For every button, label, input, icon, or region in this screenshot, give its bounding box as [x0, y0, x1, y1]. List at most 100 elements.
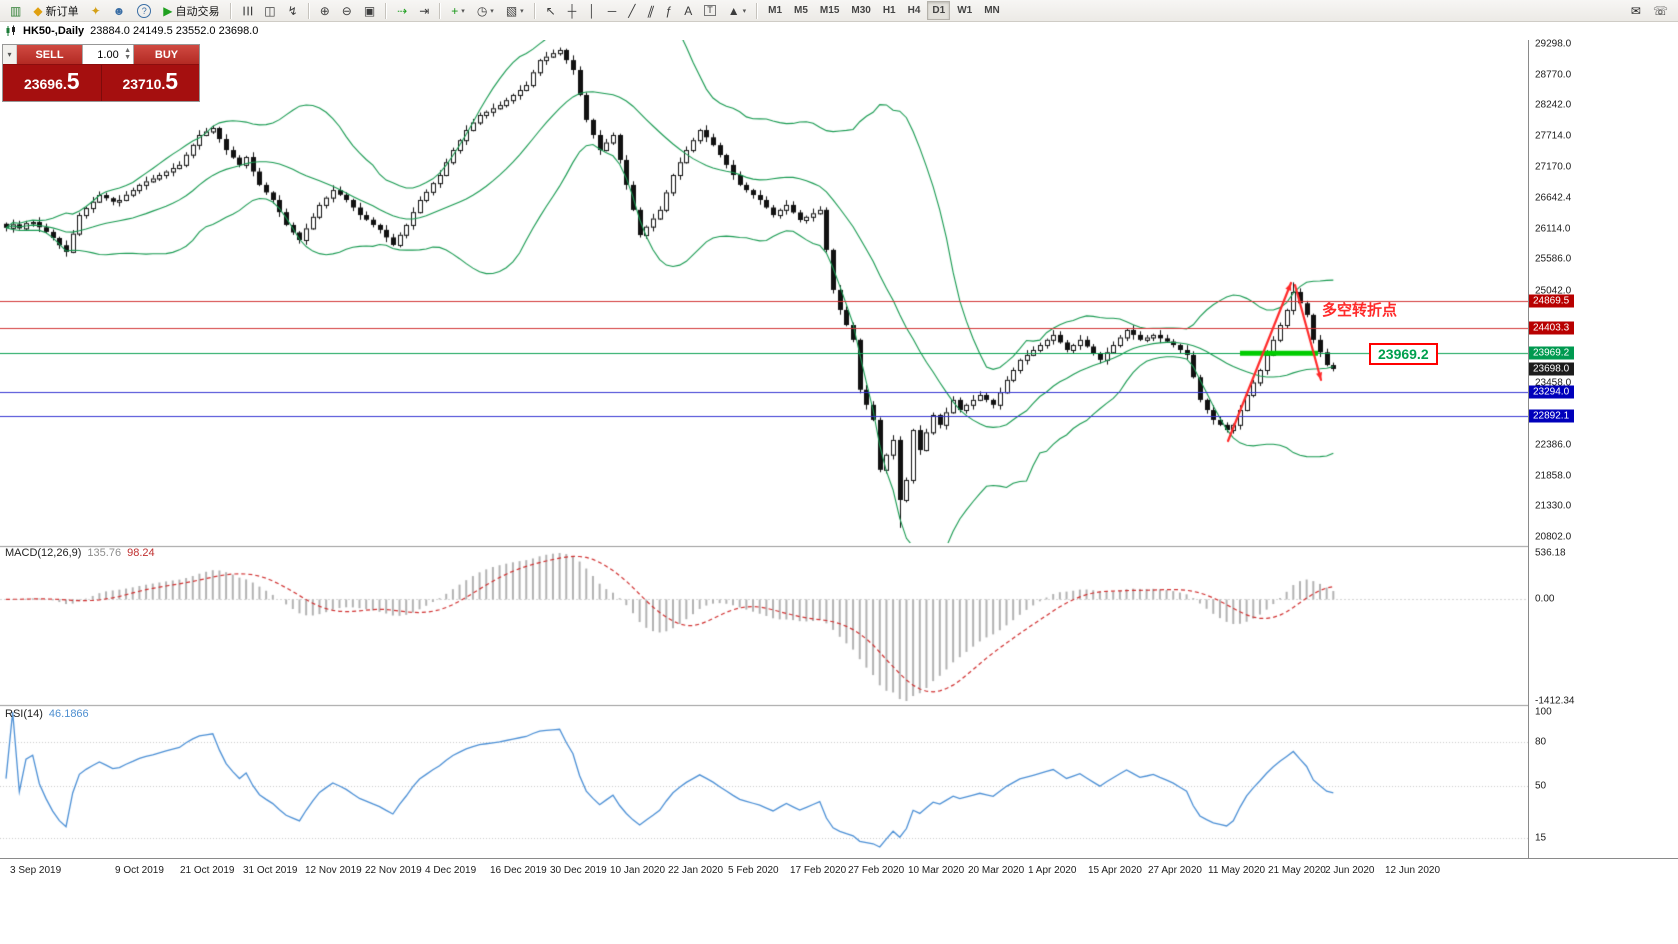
autotrading-icon: ▶	[163, 3, 173, 18]
metaquotes-icon-button[interactable]: ✦	[86, 1, 106, 20]
date-tick-label: 27 Feb 2020	[848, 865, 905, 876]
tf-m30-button[interactable]: M30	[846, 1, 875, 20]
zoom-out-button[interactable]: ⊖	[337, 1, 357, 20]
sell-price[interactable]: 23696. 5	[3, 65, 101, 101]
new-chart-button[interactable]: ▥	[5, 1, 26, 20]
tf-h1-button[interactable]: H1	[878, 1, 901, 20]
date-tick-label: 22 Nov 2019	[365, 865, 422, 876]
sell-button[interactable]: SELL	[17, 45, 82, 64]
date-tick-label: 12 Jun 2020	[1385, 865, 1441, 876]
price-callout-label[interactable]: 23969.2	[1369, 343, 1438, 365]
date-tick-label: 30 Dec 2019	[550, 865, 607, 876]
chevron-down-icon: ▾	[461, 7, 465, 15]
indicators-icon: +	[451, 3, 459, 18]
date-axis[interactable]: 3 Sep 2019 9 Oct 2019 21 Oct 2019 31 Oct 20…	[0, 858, 1678, 885]
line-chart-button[interactable]: ↯	[283, 1, 303, 20]
timeframe-label: H1	[882, 5, 896, 16]
auto-scroll-icon: ⇢	[397, 3, 408, 18]
rsi-title: RSI(14)	[5, 708, 43, 720]
chevron-down-icon: ▾	[490, 7, 494, 15]
timeframe-label: M5	[794, 5, 808, 16]
horizontal-line-button[interactable]: ─	[603, 1, 622, 20]
timeframe-label: W1	[957, 5, 973, 16]
macd-title: MACD(12,26,9)	[5, 547, 82, 559]
toolbar-separator	[756, 2, 759, 19]
price-tick-label: 26114.0	[1535, 223, 1571, 235]
chart-shift-button[interactable]: ⇥	[414, 1, 434, 20]
macd-indicator-label: MACD(12,26,9) 135.76 98.24	[5, 547, 155, 559]
vertical-line-button[interactable]: │	[583, 1, 601, 20]
volume-input[interactable]: 1.00 ▲ ▼	[82, 45, 134, 64]
cursor-icon: ↖	[545, 3, 556, 18]
widget-collapse-caret[interactable]: ▾	[3, 45, 17, 64]
rsi-axis-label: 15	[1535, 832, 1547, 844]
metaquotes-icon-icon: ✦	[90, 3, 101, 18]
mail-icon: ✉	[1630, 3, 1641, 18]
auto-scroll-button[interactable]: ⇢	[392, 1, 412, 20]
indicators-button[interactable]: + ▾	[446, 1, 470, 20]
fibonacci-button[interactable]: ƒ	[661, 1, 678, 20]
trendline-button[interactable]: ╱	[623, 1, 640, 20]
crosshair-button[interactable]: ┼	[563, 1, 582, 20]
price-axis[interactable]: 29298.0 28770.0 28242.0 27714.0 27170.0 26642…	[1528, 39, 1678, 860]
macd-axis-label: -1412.34	[1535, 695, 1575, 707]
timeframe-label: D1	[932, 5, 946, 16]
button-label: 自动交易	[175, 5, 220, 18]
templates-button[interactable]: ▧ ▾	[501, 1, 529, 20]
chart-canvas[interactable]	[0, 40, 1528, 860]
chart-tab-icon	[6, 25, 15, 36]
text-label-button[interactable]: T	[699, 1, 721, 20]
date-tick-label: 21 Oct 2019	[180, 865, 235, 876]
periods-button[interactable]: ◷ ▾	[472, 1, 499, 20]
mail-icon-button[interactable]: ✉	[1626, 1, 1646, 20]
price-tick-label: 21330.0	[1535, 500, 1572, 512]
date-tick-label: 10 Jan 2020	[610, 865, 666, 876]
annotation-text[interactable]: 多空转折点	[1322, 302, 1398, 319]
date-tick-label: 2 Jun 2020	[1325, 865, 1375, 876]
autotrading-button[interactable]: ▶ 自动交易	[158, 1, 224, 20]
toolbar-groups: ▥ ◆ 新订单 ✦ ☻? ▶ 自动交易 ☰ ◫ ↯ ⊕ ⊖ ▣ ⇢ ⇥ + ▾ ◷ ▾ ▧ ▾ ↖ ┼ │ ─ ╱ ∥ ƒ A T ▲ ▾ M1…	[4, 1, 1006, 20]
candlestick-chart-button[interactable]: ◫	[259, 1, 280, 20]
community-icon-button[interactable]: ☻	[108, 1, 131, 20]
date-tick-label: 21 May 2020	[1268, 865, 1326, 876]
tf-m1-button[interactable]: M1	[763, 1, 787, 20]
chart-shift-icon: ⇥	[419, 3, 430, 18]
spinner-down-icon[interactable]: ▼	[124, 54, 131, 61]
bars-chart-button[interactable]: ☰	[237, 1, 258, 20]
new-order-button[interactable]: ◆ 新订单	[28, 1, 83, 20]
tf-w1-button[interactable]: W1	[952, 1, 977, 20]
toolbar-separator	[229, 2, 232, 19]
cursor-button[interactable]: ↖	[541, 1, 561, 20]
tf-d1-button[interactable]: D1	[927, 1, 951, 20]
price-line-tag: 24403.3	[1529, 321, 1575, 335]
buy-price[interactable]: 23710. 5	[100, 65, 199, 101]
sell-price-main: 23696.	[23, 76, 67, 92]
tf-h4-button[interactable]: H4	[903, 1, 926, 20]
date-tick-label: 1 Apr 2020	[1028, 865, 1077, 876]
channel-button[interactable]: ∥	[643, 1, 659, 20]
rsi-value: 46.1866	[48, 708, 89, 720]
contact-icon: ☏	[1652, 3, 1668, 18]
price-tick-label: 22386.0	[1535, 439, 1572, 451]
help-icon-button[interactable]: ?	[132, 1, 156, 20]
tf-m15-button[interactable]: M15	[815, 1, 844, 20]
rsi-axis-label: 50	[1535, 780, 1547, 792]
toolbar-separator	[533, 2, 536, 19]
tile-windows-button[interactable]: ▣	[359, 1, 380, 20]
arrows-button[interactable]: ▲ ▾	[723, 1, 751, 20]
volume-value: 1.00	[97, 48, 119, 61]
rsi-axis-label: 100	[1535, 706, 1552, 718]
date-tick-label: 16 Dec 2019	[490, 865, 547, 876]
contact-icon-button[interactable]: ☏	[1648, 1, 1673, 20]
price-tick-label: 28242.0	[1535, 99, 1572, 111]
community-icon-icon: ☻	[112, 3, 126, 18]
tf-mn-button[interactable]: MN	[979, 1, 1005, 20]
rsi-axis-label: 80	[1535, 736, 1547, 748]
macd-signal-value: 98.24	[127, 547, 155, 559]
text-button[interactable]: A	[679, 1, 697, 20]
buy-button[interactable]: BUY	[134, 45, 199, 64]
tf-m5-button[interactable]: M5	[789, 1, 813, 20]
spinner-up-icon[interactable]: ▲	[124, 47, 131, 54]
zoom-in-button[interactable]: ⊕	[315, 1, 335, 20]
volume-spinner[interactable]: ▲ ▼	[124, 47, 131, 61]
